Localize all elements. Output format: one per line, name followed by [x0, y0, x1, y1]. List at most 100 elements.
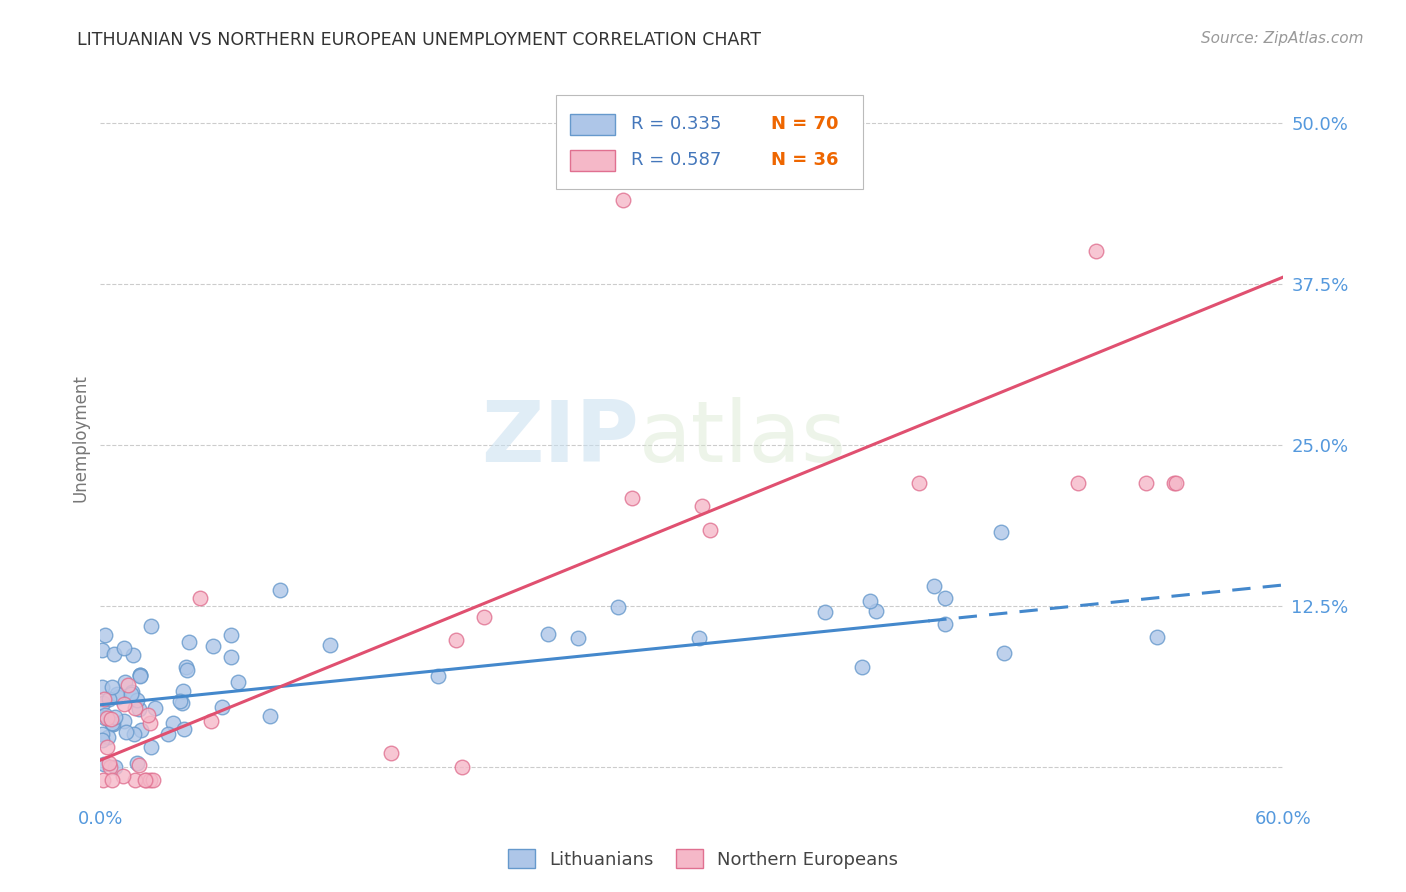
Point [117, 678, 139, 692]
Point [97, 730, 120, 744]
Point [269, 583, 291, 598]
Point [124, 701, 146, 715]
Point [169, 694, 191, 708]
Point [688, 631, 710, 645]
Point [91, 727, 114, 741]
Text: LITHUANIAN VS NORTHERN EUROPEAN UNEMPLOYMENT CORRELATION CHART: LITHUANIAN VS NORTHERN EUROPEAN UNEMPLOY… [77, 31, 761, 49]
Point [1067, 476, 1090, 491]
Point [612, 193, 634, 207]
Text: ZIP: ZIP [481, 397, 638, 480]
Point [93, 692, 115, 706]
Point [908, 476, 931, 491]
Point [138, 715, 160, 730]
Point [173, 723, 195, 737]
Point [176, 660, 198, 674]
Point [450, 759, 472, 773]
Point [690, 499, 713, 513]
Point [606, 600, 628, 615]
Point [98, 691, 121, 706]
Point [129, 668, 152, 682]
Point [103, 647, 125, 661]
Point [101, 717, 124, 731]
Point [125, 693, 148, 707]
Point [259, 709, 281, 723]
Text: R = 0.587: R = 0.587 [631, 152, 721, 169]
Point [93, 757, 115, 772]
Point [124, 772, 146, 787]
Point [94, 627, 117, 641]
Point [91, 772, 114, 787]
Point [1164, 476, 1187, 491]
Y-axis label: Unemployment: Unemployment [72, 375, 89, 502]
Point [1163, 476, 1185, 491]
Point [922, 579, 945, 593]
Point [121, 684, 143, 698]
FancyBboxPatch shape [569, 113, 614, 136]
Point [865, 604, 887, 618]
Point [115, 725, 138, 739]
Legend: Lithuanians, Northern Europeans: Lithuanians, Northern Europeans [501, 842, 905, 876]
Text: atlas: atlas [638, 397, 846, 480]
Point [105, 687, 128, 701]
Point [96, 711, 118, 725]
Point [114, 674, 136, 689]
Point [100, 680, 122, 694]
Point [143, 701, 166, 715]
Point [97, 756, 120, 770]
Point [200, 714, 222, 729]
Point [157, 727, 180, 741]
Point [699, 523, 721, 537]
Point [162, 715, 184, 730]
Point [176, 663, 198, 677]
Point [94, 708, 117, 723]
Point [100, 772, 122, 787]
Point [101, 717, 124, 731]
Point [120, 687, 142, 701]
Point [91, 732, 114, 747]
Text: Source: ZipAtlas.com: Source: ZipAtlas.com [1201, 31, 1364, 46]
Point [104, 710, 127, 724]
Point [1146, 630, 1168, 644]
Point [567, 631, 589, 645]
Point [91, 680, 114, 694]
Point [128, 758, 150, 772]
Point [1135, 476, 1157, 491]
Point [101, 716, 124, 731]
Point [94, 711, 117, 725]
Point [427, 668, 450, 682]
Point [188, 591, 211, 605]
Point [219, 628, 242, 642]
Point [91, 696, 114, 710]
Point [112, 641, 135, 656]
Point [128, 701, 150, 715]
Text: N = 36: N = 36 [770, 152, 838, 169]
Point [444, 633, 467, 648]
Point [859, 593, 882, 607]
Point [219, 649, 242, 664]
Point [122, 727, 145, 741]
Point [993, 646, 1015, 660]
Point [142, 772, 165, 787]
Point [131, 723, 153, 737]
Point [91, 643, 114, 657]
Point [139, 772, 162, 787]
Point [129, 668, 152, 682]
Point [228, 675, 250, 690]
Point [621, 491, 644, 506]
Point [170, 696, 193, 710]
Point [934, 616, 956, 631]
Point [1084, 244, 1107, 259]
Point [179, 635, 201, 649]
Point [536, 626, 558, 640]
FancyBboxPatch shape [569, 150, 614, 171]
Point [851, 660, 873, 674]
Point [934, 591, 956, 605]
Point [107, 690, 129, 705]
Point [319, 639, 342, 653]
Point [202, 639, 225, 653]
Point [134, 772, 156, 787]
Point [211, 700, 233, 714]
Point [380, 746, 402, 760]
Point [112, 697, 135, 711]
Point [141, 618, 163, 632]
